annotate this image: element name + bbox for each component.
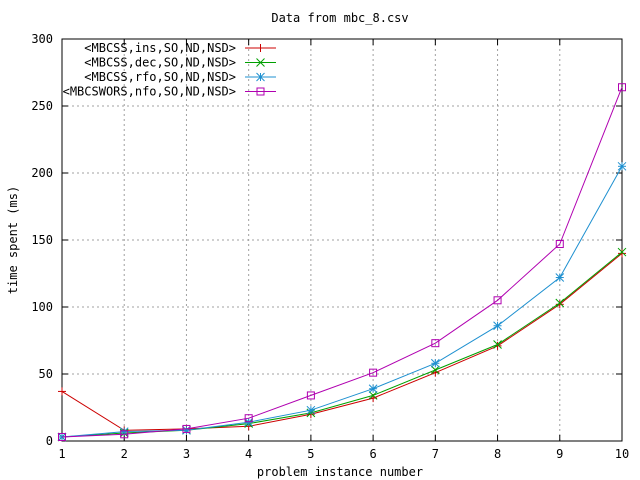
legend-entry: <MBCSS,rfo,SO,ND,NSD> (84, 70, 276, 84)
data-point (244, 414, 253, 423)
y-tick-label: 300 (31, 32, 53, 46)
series-layer (57, 83, 627, 442)
legend-entry: <MBCSWORS,nfo,SO,ND,NSD> (63, 85, 276, 99)
data-point (369, 368, 378, 377)
y-tick-label: 200 (31, 166, 53, 180)
data-point (256, 72, 265, 82)
x-tick-label: 2 (121, 447, 128, 461)
series-2 (57, 247, 627, 442)
data-point (617, 247, 627, 257)
x-tick-label: 9 (556, 447, 563, 461)
y-tick-label: 250 (31, 99, 53, 113)
data-point (430, 358, 440, 368)
data-point (617, 161, 627, 171)
data-point (555, 273, 565, 282)
x-tick-label: 4 (245, 447, 252, 461)
data-point (256, 44, 265, 52)
x-axis-label: problem instance number (257, 465, 423, 479)
legend-entry: <MBCSS,dec,SO,ND,NSD> (84, 56, 276, 70)
legend: <MBCSS,ins,SO,ND,NSD><MBCSS,dec,SO,ND,NS… (63, 41, 276, 99)
series-1 (58, 249, 626, 435)
series-3 (57, 161, 627, 442)
data-point (182, 424, 191, 433)
x-tick-label: 8 (494, 447, 501, 461)
grid-lines (62, 39, 622, 441)
x-tick-label: 3 (183, 447, 190, 461)
data-point (256, 87, 265, 96)
legend-entry: <MBCSS,ins,SO,ND,NSD> (84, 41, 276, 55)
data-point (368, 391, 378, 400)
data-point (368, 384, 378, 394)
data-point (306, 391, 315, 400)
data-point (555, 240, 564, 249)
data-point (555, 298, 565, 308)
y-tick-label: 150 (31, 233, 53, 247)
x-tick-label: 6 (369, 447, 376, 461)
series-4 (58, 83, 626, 441)
series-line (61, 87, 623, 438)
x-tick-label: 5 (307, 447, 314, 461)
series-line (61, 253, 623, 431)
legend-label: <MBCSS,rfo,SO,ND,NSD> (84, 70, 236, 84)
series-line (61, 166, 623, 438)
y-tick-label: 0 (46, 434, 53, 448)
x-tick-label: 7 (432, 447, 439, 461)
data-point (256, 58, 265, 67)
y-axis-label: time spent (ms) (6, 186, 20, 294)
data-point (618, 83, 626, 92)
y-tick-label: 100 (31, 300, 53, 314)
series-line (61, 251, 623, 438)
y-tick-label: 50 (39, 367, 53, 381)
data-point (618, 249, 626, 258)
data-point (58, 432, 66, 441)
data-point (431, 339, 440, 348)
data-point (493, 296, 502, 305)
data-point (306, 405, 316, 415)
legend-label: <MBCSS,ins,SO,ND,NSD> (84, 41, 236, 55)
legend-label: <MBCSWORS,nfo,SO,ND,NSD> (63, 85, 236, 99)
data-point (430, 365, 440, 375)
x-tick-label: 1 (58, 447, 65, 461)
data-point (58, 387, 66, 396)
chart-title: Data from mbc_8.csv (271, 11, 408, 25)
data-point (493, 321, 502, 331)
data-point (182, 425, 191, 435)
data-point (244, 417, 254, 427)
data-point (120, 430, 129, 439)
data-point (493, 340, 502, 349)
x-tick-label: 10 (615, 447, 629, 461)
legend-label: <MBCSS,dec,SO,ND,NSD> (84, 56, 236, 70)
